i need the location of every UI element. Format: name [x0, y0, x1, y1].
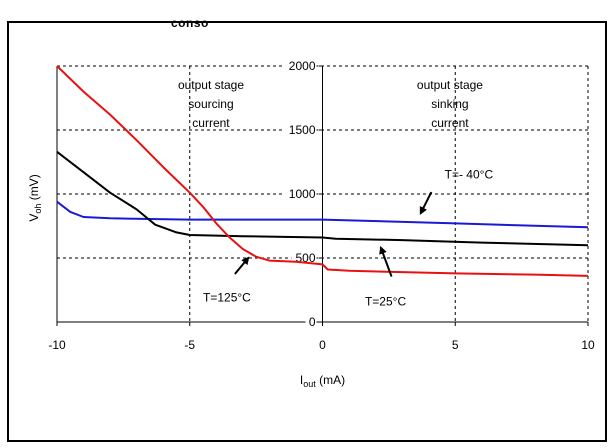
region-label-1-line-2: current [431, 116, 469, 130]
annotation-label-1: T=25°C [365, 294, 406, 308]
annotation-arrow-1 [379, 245, 393, 277]
figure-frame: conso [7, 16, 607, 442]
region-label-0-line-2: current [192, 116, 230, 130]
region-label-1-line-0: output stage [417, 78, 483, 92]
y-axis-label: Voh (mV) [27, 174, 43, 221]
y-tick-label-bg-4 [284, 59, 317, 72]
y-tick-label-bg-3 [284, 123, 317, 136]
x-tick-label-3: 5 [452, 338, 459, 352]
y-tick-label-bg-1 [291, 251, 317, 264]
region-label-0: output stage sourcing current [178, 78, 244, 130]
annotation-arrow-2 [234, 256, 250, 275]
annotation-label-0: T=- 40°C [445, 168, 494, 182]
chart-labels: Iout (mA) Voh (mV) output stage sourcing cur… [27, 78, 493, 389]
series-line-2 [56, 65, 589, 277]
x-tick-label-1: -5 [184, 338, 195, 352]
x-tick-label-0: -10 [48, 338, 66, 352]
y-tick-label-0: 0 [309, 315, 316, 329]
region-label-0-line-1: sourcing [188, 97, 233, 111]
y-tick-label-4: 2000 [289, 59, 316, 73]
x-tick-label-4: 10 [581, 338, 595, 352]
header-fragment: conso [171, 16, 209, 30]
series-line-0 [56, 200, 589, 229]
region-label-1: output stage sinking current [417, 78, 483, 130]
series-line-1 [56, 151, 589, 247]
series-lines [56, 65, 589, 277]
y-tick-label-3: 1500 [289, 123, 316, 137]
y-tick-label-bg-0 [305, 315, 317, 328]
x-axis-label: Iout (mA) [300, 373, 345, 389]
x-tick-label-2: 0 [319, 338, 326, 352]
region-label-1-line-1: sinking [431, 97, 468, 111]
y-tick-label-2: 1000 [289, 187, 316, 201]
y-tick-label-bg-2 [284, 187, 317, 200]
annotation-label-2: T=125°C [203, 291, 251, 305]
region-label-0-line-0: output stage [178, 78, 244, 92]
annotation-arrow-0 [419, 191, 433, 215]
